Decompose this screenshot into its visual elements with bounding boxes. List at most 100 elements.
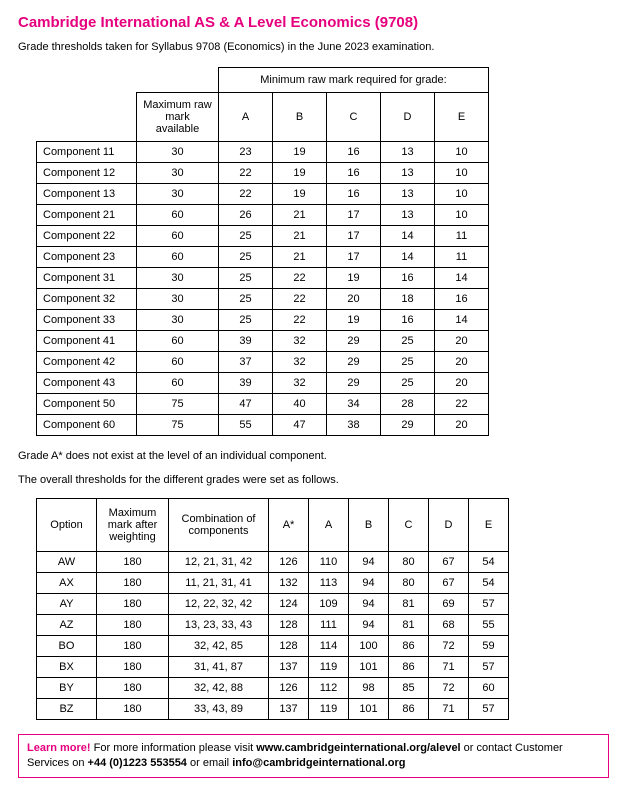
threshold-cell: 25 — [381, 331, 435, 352]
threshold-cell: 101 — [349, 657, 389, 678]
threshold-cell: 86 — [389, 699, 429, 720]
threshold-cell: 28 — [381, 394, 435, 415]
table-row: Component 43603932292520 — [37, 373, 489, 394]
max-cell: 180 — [97, 552, 169, 573]
threshold-cell: 19 — [327, 268, 381, 289]
max-cell: 180 — [97, 657, 169, 678]
threshold-cell: 119 — [309, 657, 349, 678]
threshold-cell: 111 — [309, 615, 349, 636]
grade-header: E — [435, 93, 489, 142]
threshold-cell: 40 — [273, 394, 327, 415]
table-row: Component 23602521171411 — [37, 247, 489, 268]
option-header: Option — [37, 499, 97, 552]
component-label: Component 60 — [37, 415, 137, 436]
threshold-cell: 37 — [219, 352, 273, 373]
threshold-cell: 128 — [269, 615, 309, 636]
grade-header: C — [389, 499, 429, 552]
threshold-cell: 29 — [327, 352, 381, 373]
table-row: AZ18013, 23, 33, 4312811194816855 — [37, 615, 509, 636]
threshold-cell: 109 — [309, 594, 349, 615]
max-mark-cell: 60 — [137, 226, 219, 247]
threshold-cell: 14 — [381, 247, 435, 268]
footer-email[interactable]: info@cambridgeinternational.org — [232, 757, 405, 769]
threshold-cell: 13 — [381, 163, 435, 184]
combo-cell: 13, 23, 33, 43 — [169, 615, 269, 636]
max-cell: 180 — [97, 699, 169, 720]
threshold-cell: 16 — [435, 289, 489, 310]
threshold-cell: 38 — [327, 415, 381, 436]
option-cell: BO — [37, 636, 97, 657]
table-row: Component 32302522201816 — [37, 289, 489, 310]
table-row: Component 22602521171411 — [37, 226, 489, 247]
footer-phone: +44 (0)1223 553554 — [88, 757, 187, 769]
threshold-cell: 20 — [327, 289, 381, 310]
threshold-cell: 29 — [327, 373, 381, 394]
threshold-cell: 39 — [219, 373, 273, 394]
threshold-cell: 32 — [273, 352, 327, 373]
component-label: Component 22 — [37, 226, 137, 247]
table-row: BY18032, 42, 8812611298857260 — [37, 678, 509, 699]
threshold-cell: 10 — [435, 205, 489, 226]
threshold-cell: 25 — [381, 352, 435, 373]
footer-text: For more information please visit — [91, 742, 257, 754]
learn-more-label: Learn more! — [27, 742, 91, 754]
threshold-cell: 85 — [389, 678, 429, 699]
table-row: BX18031, 41, 87137119101867157 — [37, 657, 509, 678]
max-mark-cell: 60 — [137, 205, 219, 226]
max-cell: 180 — [97, 594, 169, 615]
max-mark-cell: 75 — [137, 394, 219, 415]
max-cell: 180 — [97, 636, 169, 657]
max-mark-cell: 30 — [137, 163, 219, 184]
threshold-cell: 11 — [435, 247, 489, 268]
table-row: Component 60755547382920 — [37, 415, 489, 436]
max-mark-cell: 60 — [137, 247, 219, 268]
option-cell: AZ — [37, 615, 97, 636]
max-mark-cell: 60 — [137, 373, 219, 394]
threshold-cell: 68 — [429, 615, 469, 636]
threshold-cell: 29 — [381, 415, 435, 436]
threshold-cell: 100 — [349, 636, 389, 657]
table-row: Component 42603732292520 — [37, 352, 489, 373]
threshold-cell: 126 — [269, 552, 309, 573]
threshold-cell: 13 — [381, 184, 435, 205]
threshold-cell: 19 — [327, 310, 381, 331]
threshold-cell: 119 — [309, 699, 349, 720]
threshold-cell: 22 — [273, 289, 327, 310]
note-a-star: Grade A* does not exist at the level of … — [18, 450, 609, 462]
option-cell: AX — [37, 573, 97, 594]
component-thresholds-table: Minimum raw mark required for grade:Maxi… — [36, 67, 489, 436]
table-row: Component 12302219161310 — [37, 163, 489, 184]
threshold-cell: 22 — [219, 163, 273, 184]
threshold-cell: 25 — [219, 289, 273, 310]
threshold-cell: 59 — [469, 636, 509, 657]
threshold-cell: 101 — [349, 699, 389, 720]
threshold-cell: 57 — [469, 657, 509, 678]
threshold-cell: 60 — [469, 678, 509, 699]
max-mark-cell: 30 — [137, 184, 219, 205]
threshold-cell: 21 — [273, 226, 327, 247]
component-label: Component 13 — [37, 184, 137, 205]
component-label: Component 31 — [37, 268, 137, 289]
threshold-cell: 13 — [381, 142, 435, 163]
threshold-cell: 54 — [469, 573, 509, 594]
threshold-cell: 112 — [309, 678, 349, 699]
table-row: Component 21602621171310 — [37, 205, 489, 226]
option-thresholds-table: OptionMaximum mark after weightingCombin… — [36, 498, 509, 720]
threshold-cell: 126 — [269, 678, 309, 699]
threshold-cell: 69 — [429, 594, 469, 615]
threshold-cell: 10 — [435, 142, 489, 163]
table-row: BZ18033, 43, 89137119101867157 — [37, 699, 509, 720]
threshold-cell: 13 — [381, 205, 435, 226]
footer-url[interactable]: www.cambridgeinternational.org/alevel — [256, 742, 460, 754]
combo-header: Combination of components — [169, 499, 269, 552]
threshold-cell: 26 — [219, 205, 273, 226]
component-label: Component 43 — [37, 373, 137, 394]
threshold-cell: 22 — [273, 310, 327, 331]
component-label: Component 21 — [37, 205, 137, 226]
threshold-cell: 94 — [349, 594, 389, 615]
threshold-cell: 25 — [381, 373, 435, 394]
threshold-cell: 22 — [273, 268, 327, 289]
page-title: Cambridge International AS & A Level Eco… — [18, 14, 609, 31]
grade-header: A — [309, 499, 349, 552]
footer-box: Learn more! For more information please … — [18, 734, 609, 778]
